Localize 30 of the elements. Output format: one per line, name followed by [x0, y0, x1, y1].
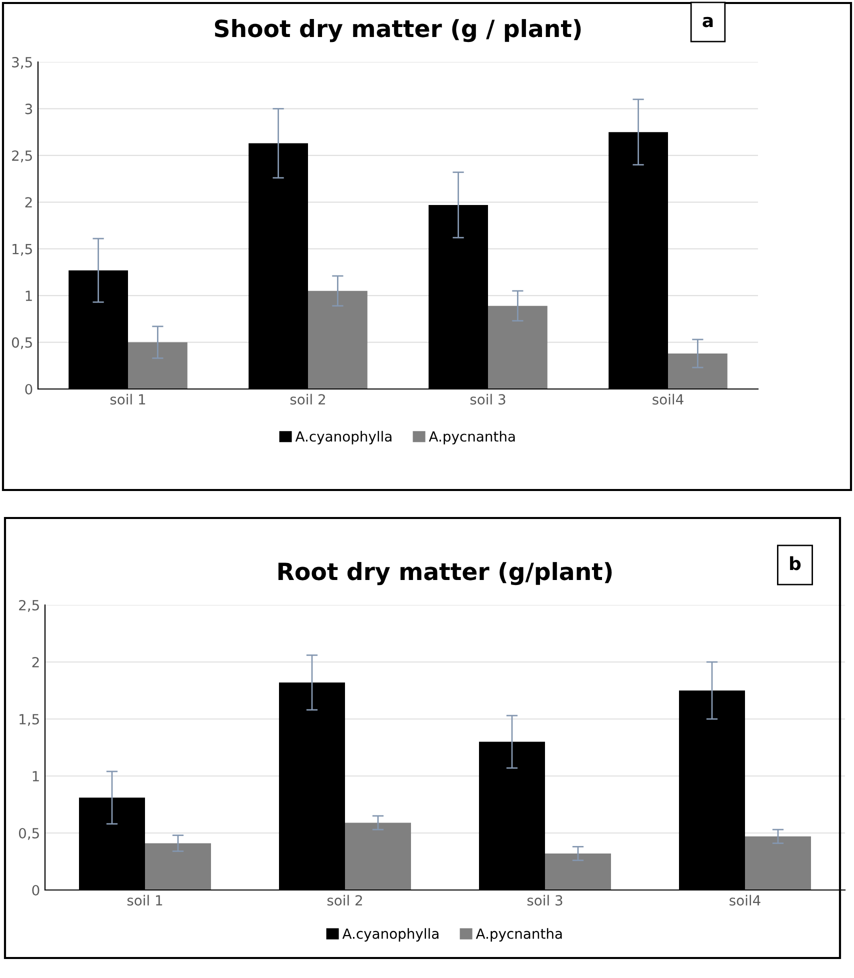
y-tick-label: 1,5	[12, 244, 32, 256]
x-tick-label: soil 1	[127, 894, 162, 906]
x-tick-label: soil 1	[110, 394, 146, 405]
x-tick-label: soil 2	[327, 894, 362, 906]
y-tick-label: 2	[32, 656, 39, 668]
y-tick-label: 1,5	[20, 714, 39, 726]
text: a	[702, 16, 713, 28]
legend-label: A.pycnantha	[428, 430, 515, 444]
legend-label: A.pycnantha	[476, 928, 562, 942]
y-tick-label: 0	[32, 884, 40, 896]
legend-label: A.cyanophylla	[295, 430, 392, 444]
x-tick-label: soil 3	[527, 894, 562, 906]
chart-title: Root dry matter (g/plant)	[278, 562, 612, 586]
y-tick-label: 2	[25, 197, 32, 208]
text: b	[790, 556, 801, 570]
y-tick-label: 1	[26, 290, 32, 301]
x-tick-label: soil4	[652, 394, 684, 405]
y-tick-label: 2,5	[19, 600, 39, 612]
y-tick-label: 0	[25, 384, 32, 394]
y-tick-label: 3	[25, 104, 32, 114]
x-tick-label: soil 3	[470, 394, 506, 405]
chart-title: Shoot dry matter (g / plant)	[214, 19, 581, 42]
y-tick-label: 0,5	[18, 828, 39, 840]
y-tick-label: 1	[32, 771, 39, 782]
y-tick-label: 3,5	[12, 56, 32, 69]
y-tick-label: 2,5	[12, 150, 32, 162]
legend-label: A.cyanophylla	[342, 928, 438, 942]
x-tick-label: soil4	[730, 894, 760, 906]
x-tick-label: soil 2	[290, 394, 325, 405]
y-tick-label: 0,5	[12, 337, 32, 350]
